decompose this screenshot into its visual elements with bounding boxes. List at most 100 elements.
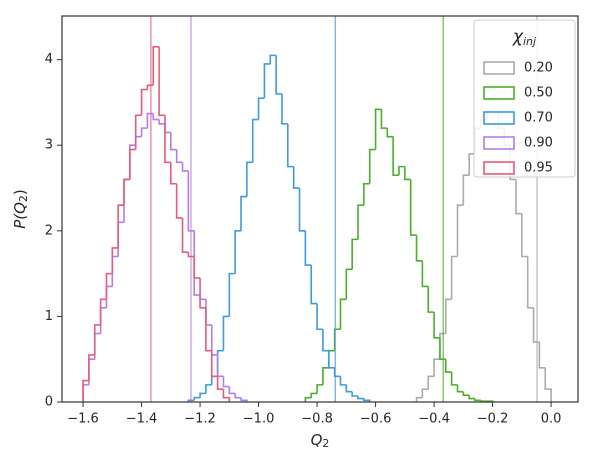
- histogram-step: [193, 396, 201, 401]
- x-tick-label: −1.2: [184, 412, 216, 427]
- histogram-step: [82, 384, 89, 402]
- histogram-step: [462, 391, 470, 396]
- histogram-step: [129, 144, 136, 180]
- x-tick-label: −0.8: [301, 412, 333, 427]
- histogram-step: [468, 152, 476, 176]
- histogram-step: [187, 252, 195, 258]
- histogram-step: [263, 63, 271, 99]
- histogram-step: [363, 398, 371, 402]
- histogram-step: [339, 376, 347, 386]
- histogram-step: [363, 182, 370, 206]
- histogram-step: [129, 148, 136, 180]
- histogram-step: [345, 384, 353, 393]
- histogram-step: [269, 54, 277, 64]
- histogram-step: [199, 392, 206, 398]
- y-tick-label: 4: [45, 52, 53, 67]
- histogram-step: [140, 127, 148, 137]
- histogram-step: [88, 354, 95, 381]
- histogram-step: [175, 183, 183, 219]
- histogram-step: [444, 359, 452, 373]
- histogram-step: [304, 396, 312, 402]
- histogram-step: [421, 388, 429, 398]
- y-tick-label: 3: [45, 138, 53, 153]
- histogram-step: [123, 178, 130, 206]
- histogram-step: [105, 272, 113, 300]
- histogram-step: [99, 298, 107, 325]
- histogram-step: [181, 217, 189, 254]
- histogram-step: [433, 312, 440, 339]
- x-tick-label: −1.0: [243, 412, 275, 427]
- histogram-step: [333, 328, 341, 351]
- histogram-step: [158, 46, 165, 117]
- histogram-step: [374, 108, 382, 150]
- histogram-step: [216, 354, 224, 378]
- histogram-step: [181, 162, 189, 172]
- histogram-step: [544, 367, 552, 402]
- histogram-step: [474, 398, 481, 402]
- histogram-step: [322, 366, 329, 385]
- histogram-step: [210, 324, 218, 356]
- legend-swatch: [483, 136, 515, 150]
- legend-label: 0.50: [524, 86, 553, 101]
- histogram-step: [468, 395, 476, 400]
- histogram-step: [515, 179, 522, 215]
- histogram-step: [228, 272, 236, 317]
- y-label-prefix: P(: [11, 213, 29, 229]
- histogram-step: [333, 367, 341, 378]
- y-label-suffix: ): [11, 189, 29, 195]
- legend-title-symbol: χ: [512, 27, 524, 47]
- histogram-step: [439, 337, 446, 361]
- histogram-step: [93, 332, 101, 360]
- histogram-step: [538, 342, 546, 369]
- histogram-step: [480, 400, 487, 402]
- y-tick-label: 0: [45, 395, 53, 410]
- x-tick-label: −1.6: [67, 412, 99, 427]
- histogram-step: [222, 376, 230, 388]
- histogram-step: [409, 179, 417, 236]
- histogram-step: [205, 384, 212, 394]
- histogram-step: [216, 376, 224, 390]
- histogram-step: [357, 396, 364, 400]
- histogram-step: [134, 135, 142, 146]
- histogram-step: [427, 286, 435, 313]
- histogram-step: [175, 149, 183, 164]
- plot-frame: [61, 15, 579, 403]
- legend-label: 0.95: [524, 161, 553, 176]
- histogram-step: [117, 204, 125, 248]
- histogram-step: [298, 188, 306, 232]
- histogram-step: [199, 277, 206, 309]
- histogram-step: [210, 375, 218, 385]
- histogram-step: [316, 303, 323, 331]
- histogram-step: [322, 329, 329, 352]
- histogram-step: [380, 109, 388, 129]
- histogram-step: [88, 358, 95, 385]
- legend-title: χinj: [512, 27, 537, 48]
- histogram-step: [462, 174, 470, 206]
- histogram-step: [339, 298, 347, 330]
- histogram-step: [234, 230, 242, 274]
- histogram-step: [170, 132, 177, 151]
- x-tick-label: −1.4: [126, 412, 158, 427]
- x-tick-label: −0.2: [477, 412, 509, 427]
- histogram-step: [327, 349, 335, 368]
- histogram-step: [205, 299, 212, 326]
- x-label-symbol: Q: [311, 431, 323, 449]
- y-axis-label: P(Q2): [11, 189, 31, 229]
- histogram-step: [386, 128, 394, 138]
- y-label-symbol: Q: [11, 202, 29, 214]
- histogram-step: [222, 389, 231, 402]
- y-tick-label: 2: [45, 223, 53, 238]
- histogram-step: [140, 88, 148, 116]
- histogram-step: [117, 221, 125, 257]
- histogram-step: [240, 397, 248, 402]
- histogram-step: [357, 204, 364, 240]
- y-tick-label: 1: [45, 309, 53, 324]
- histogram-step: [152, 46, 160, 86]
- histogram-step: [99, 307, 107, 334]
- legend-swatch: [483, 61, 515, 75]
- histogram-step: [105, 285, 113, 308]
- histogram-step: [450, 255, 458, 300]
- histogram-step: [164, 115, 171, 164]
- histogram-step: [281, 93, 288, 125]
- histogram-step: [170, 162, 177, 185]
